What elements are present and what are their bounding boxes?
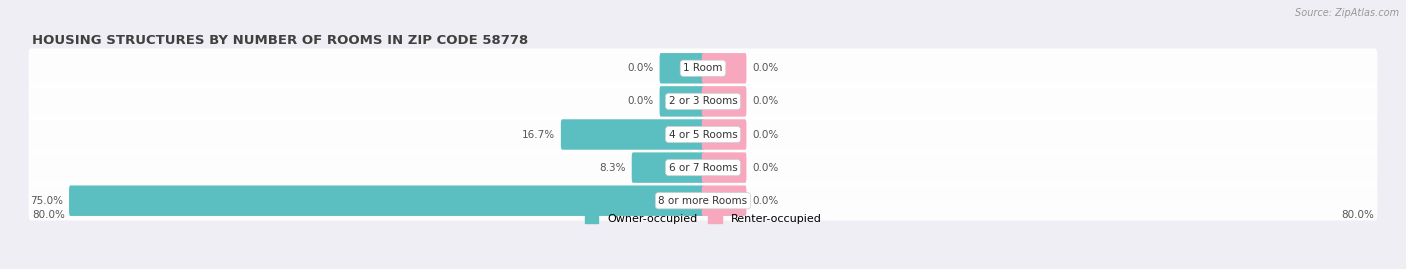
Text: HOUSING STRUCTURES BY NUMBER OF ROOMS IN ZIP CODE 58778: HOUSING STRUCTURES BY NUMBER OF ROOMS IN… <box>32 34 529 47</box>
Text: 80.0%: 80.0% <box>1341 210 1374 220</box>
Text: 1 Room: 1 Room <box>683 63 723 73</box>
FancyBboxPatch shape <box>702 86 747 117</box>
Text: 0.0%: 0.0% <box>752 162 778 173</box>
FancyBboxPatch shape <box>69 186 704 216</box>
FancyBboxPatch shape <box>702 119 747 150</box>
FancyBboxPatch shape <box>28 148 1378 187</box>
FancyBboxPatch shape <box>28 181 1378 221</box>
Text: 75.0%: 75.0% <box>31 196 63 206</box>
Text: 80.0%: 80.0% <box>32 210 65 220</box>
FancyBboxPatch shape <box>561 119 704 150</box>
FancyBboxPatch shape <box>659 53 704 83</box>
FancyBboxPatch shape <box>702 152 747 183</box>
Legend: Owner-occupied, Renter-occupied: Owner-occupied, Renter-occupied <box>581 210 825 229</box>
FancyBboxPatch shape <box>631 152 704 183</box>
Text: 16.7%: 16.7% <box>522 129 555 140</box>
Text: 6 or 7 Rooms: 6 or 7 Rooms <box>669 162 737 173</box>
FancyBboxPatch shape <box>28 82 1378 121</box>
Text: 2 or 3 Rooms: 2 or 3 Rooms <box>669 96 737 107</box>
FancyBboxPatch shape <box>702 186 747 216</box>
Text: 4 or 5 Rooms: 4 or 5 Rooms <box>669 129 737 140</box>
Text: 0.0%: 0.0% <box>752 96 778 107</box>
Text: 8.3%: 8.3% <box>600 162 626 173</box>
FancyBboxPatch shape <box>28 115 1378 154</box>
FancyBboxPatch shape <box>28 48 1378 88</box>
Text: 0.0%: 0.0% <box>628 96 654 107</box>
Text: 0.0%: 0.0% <box>628 63 654 73</box>
FancyBboxPatch shape <box>659 86 704 117</box>
FancyBboxPatch shape <box>702 53 747 83</box>
Text: Source: ZipAtlas.com: Source: ZipAtlas.com <box>1295 8 1399 18</box>
Text: 8 or more Rooms: 8 or more Rooms <box>658 196 748 206</box>
Text: 0.0%: 0.0% <box>752 196 778 206</box>
Text: 0.0%: 0.0% <box>752 129 778 140</box>
Text: 0.0%: 0.0% <box>752 63 778 73</box>
